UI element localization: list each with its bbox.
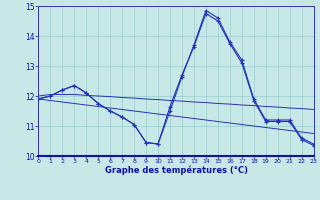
X-axis label: Graphe des températures (°C): Graphe des températures (°C) [105,166,247,175]
